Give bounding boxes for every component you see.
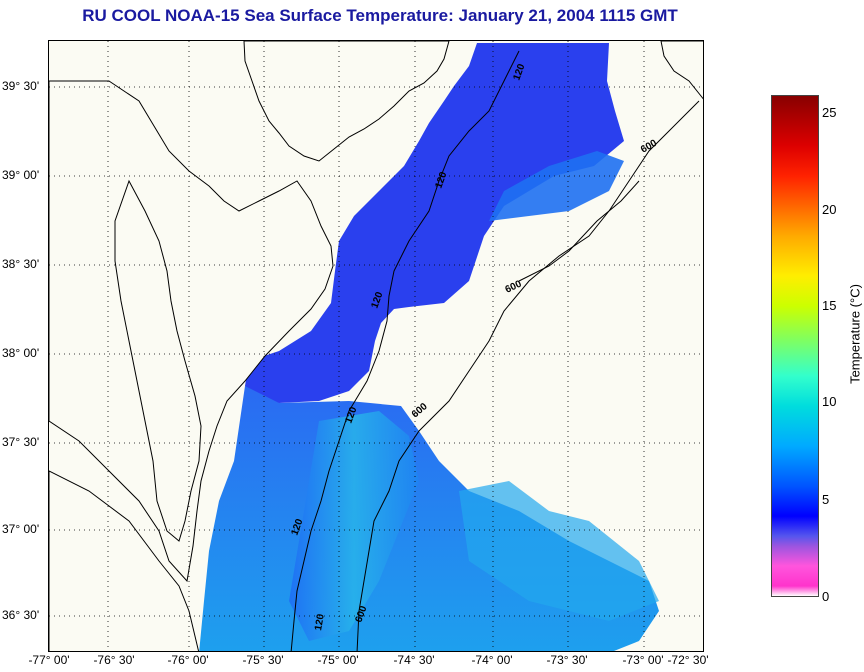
lon-label: -75° 00' xyxy=(317,653,359,667)
lat-label: 37° 00' xyxy=(2,522,40,536)
contour-label-120: 120 xyxy=(313,613,327,632)
map-title: RU COOL NOAA-15 Sea Surface Temperature:… xyxy=(82,6,678,25)
lon-label: -76° 30' xyxy=(93,653,135,667)
sst-map-svg: 120 120 120 120 120 120 600 600 600 600 xyxy=(49,41,703,651)
land-northeast xyxy=(660,41,703,100)
sst-scatter-southeast xyxy=(459,481,659,621)
lon-label: -76° 00' xyxy=(167,653,209,667)
contour-600m xyxy=(356,100,700,651)
lon-label: -75° 30' xyxy=(242,653,284,667)
lon-label: -77° 00' xyxy=(28,653,70,667)
contour-120m xyxy=(290,50,520,651)
coastline-virginia xyxy=(49,470,200,651)
chesapeake-bay xyxy=(114,179,202,542)
coastline-nj xyxy=(243,41,450,162)
colorbar-tick: 5 xyxy=(822,492,830,507)
graticule xyxy=(49,41,703,651)
sst-swath-east-patch xyxy=(489,151,624,221)
colorbar-tick: 15 xyxy=(822,298,837,313)
colorbar-tick: 25 xyxy=(822,105,837,120)
lat-label: 38° 30' xyxy=(2,257,40,271)
sst-map-panel: 120 120 120 120 120 120 600 600 600 600 xyxy=(48,40,704,652)
temperature-colorbar xyxy=(771,95,819,597)
lat-label: 38° 00' xyxy=(2,346,40,360)
lat-label: 39° 30' xyxy=(2,79,40,93)
lat-label: 37° 30' xyxy=(2,435,40,449)
colorbar-tick: 20 xyxy=(822,202,837,217)
lat-label: 39° 00' xyxy=(2,168,40,182)
sst-swath-north xyxy=(245,43,624,403)
colorbar-tick: 10 xyxy=(822,394,837,409)
contour-label-600: 600 xyxy=(639,138,659,156)
lon-label: -74° 30' xyxy=(393,653,435,667)
lon-label: -73° 00' xyxy=(622,653,664,667)
lon-label: -74° 00' xyxy=(471,653,513,667)
contour-600m-outer xyxy=(518,180,640,282)
lon-label: -73° 30' xyxy=(546,653,588,667)
colorbar-label: Temperature (°C) xyxy=(847,284,863,384)
contour-label-600: 600 xyxy=(410,401,430,420)
lat-label: 36° 30' xyxy=(2,608,40,622)
contour-label-600: 600 xyxy=(504,279,524,296)
sst-warm-core xyxy=(289,411,419,641)
colorbar-tick: 0 xyxy=(822,589,830,604)
lon-label: -72° 30' xyxy=(667,653,709,667)
